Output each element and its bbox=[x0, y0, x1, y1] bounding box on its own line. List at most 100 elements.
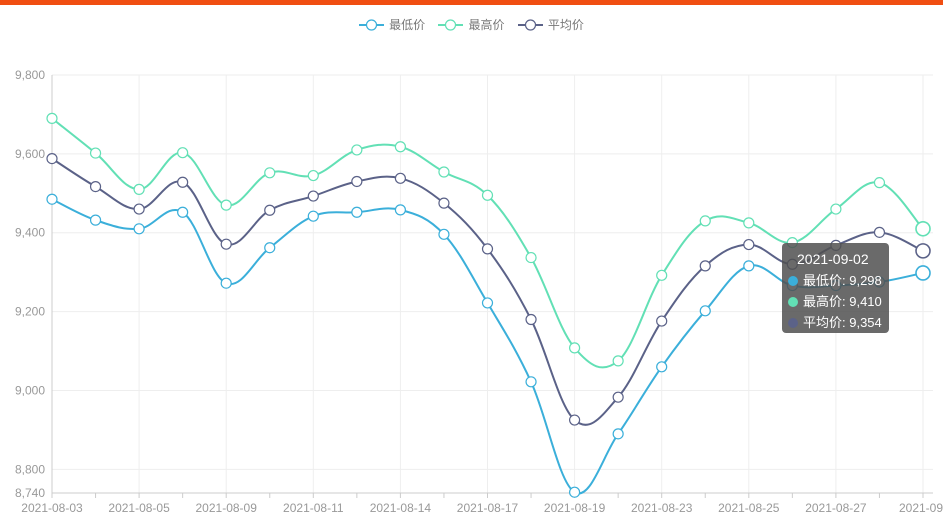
data-point bbox=[699, 305, 711, 317]
x-tick-label: 2021-08-05 bbox=[108, 501, 170, 515]
data-point bbox=[743, 238, 755, 251]
data-point bbox=[873, 226, 886, 238]
data-point bbox=[568, 342, 581, 354]
data-point bbox=[915, 265, 931, 281]
series-line-0 bbox=[51, 198, 924, 495]
y-tick-label: 8,800 bbox=[15, 462, 45, 476]
legend-label-max: 最高价 bbox=[468, 18, 505, 32]
data-point bbox=[307, 190, 319, 202]
y-tick-label: 9,200 bbox=[15, 305, 45, 319]
axis-layer bbox=[51, 75, 933, 498]
data-point bbox=[220, 238, 232, 250]
series-dot-icon bbox=[788, 275, 798, 286]
y-tick-label: 8,740 bbox=[15, 486, 45, 500]
data-point bbox=[481, 297, 494, 309]
data-point bbox=[89, 214, 102, 226]
data-point bbox=[46, 193, 58, 205]
legend-line-circle-icon bbox=[359, 18, 385, 31]
series-line-2 bbox=[51, 157, 924, 426]
data-point bbox=[264, 242, 276, 254]
data-point bbox=[394, 204, 406, 216]
data-point bbox=[915, 243, 931, 259]
legend-item-max[interactable]: 最高价 bbox=[438, 16, 505, 33]
data-point bbox=[438, 197, 450, 209]
data-point bbox=[481, 243, 494, 255]
data-point bbox=[177, 147, 189, 159]
grid-layer bbox=[51, 74, 933, 493]
series-line-1 bbox=[51, 117, 924, 369]
data-point bbox=[481, 189, 494, 201]
data-point bbox=[220, 277, 232, 289]
data-point bbox=[612, 391, 624, 403]
tick-label-layer: 8,740 8,800 9,000 9,200 9,400 9,600 9,800 2021-… bbox=[15, 68, 943, 515]
y-tick-label: 9,800 bbox=[15, 68, 45, 82]
data-point bbox=[394, 141, 406, 153]
data-point bbox=[699, 215, 711, 227]
tooltip-row-avg: 平均价: 9,354 bbox=[788, 312, 889, 333]
tooltip-row-max: 最高价: 9,410 bbox=[788, 291, 889, 312]
data-point bbox=[656, 361, 668, 373]
legend-item-min[interactable]: 最低价 bbox=[359, 16, 425, 33]
legend-line-circle-icon bbox=[438, 18, 464, 31]
data-point bbox=[264, 204, 276, 216]
data-point bbox=[438, 228, 450, 240]
data-point bbox=[351, 144, 363, 156]
tooltip-row-min: 最低价: 9,298 bbox=[788, 270, 889, 291]
x-tick-label: 2021-08-23 bbox=[631, 501, 693, 515]
data-point bbox=[525, 376, 537, 388]
data-point bbox=[133, 223, 145, 235]
x-tick-label: 2021-08-25 bbox=[718, 501, 780, 515]
x-tick-label: 2021-08-19 bbox=[544, 501, 606, 515]
tooltip-value-max: 最高价: 9,410 bbox=[803, 294, 882, 309]
data-point bbox=[743, 260, 755, 272]
y-tick-label: 9,400 bbox=[15, 226, 45, 240]
x-tick-label: 2021-08-11 bbox=[283, 501, 344, 515]
legend-label-avg: 平均价 bbox=[547, 18, 584, 32]
data-point bbox=[699, 260, 711, 272]
data-point bbox=[873, 177, 886, 189]
top-accent-bar bbox=[0, 0, 943, 5]
data-point bbox=[220, 199, 232, 211]
x-tick-label: 2021-08-09 bbox=[196, 501, 258, 515]
x-tick-label: 2021-08-17 bbox=[457, 501, 519, 515]
series-layer bbox=[46, 112, 931, 498]
data-point bbox=[351, 175, 363, 188]
data-point bbox=[525, 251, 537, 264]
series-dot-icon bbox=[788, 296, 798, 307]
series-dot-icon bbox=[788, 317, 798, 328]
data-point bbox=[133, 203, 145, 215]
chart-legend: 最低价 最高价 平均价 bbox=[0, 16, 943, 35]
legend-label-min: 最低价 bbox=[389, 18, 426, 32]
legend-item-avg[interactable]: 平均价 bbox=[517, 16, 584, 33]
data-point bbox=[177, 206, 189, 218]
data-point bbox=[307, 210, 319, 222]
tooltip-value-avg: 平均价: 9,354 bbox=[803, 315, 882, 330]
data-point bbox=[656, 315, 668, 327]
data-tooltip: 2021-09-02 最低价: 9,298 最高价: 9,410 平均价: 9,… bbox=[782, 243, 889, 333]
legend-line-circle-icon bbox=[517, 18, 543, 31]
x-tick-label: 2021-08-03 bbox=[21, 501, 83, 515]
data-point bbox=[307, 169, 319, 182]
y-tick-label: 9,600 bbox=[15, 147, 45, 161]
data-point bbox=[177, 176, 189, 188]
data-point bbox=[438, 166, 450, 178]
x-tick-label: 2021-08-27 bbox=[805, 501, 867, 515]
data-point bbox=[830, 203, 842, 215]
x-tick-label: 2021-09- bbox=[899, 501, 943, 515]
data-point bbox=[743, 217, 755, 229]
tooltip-date: 2021-09-02 bbox=[797, 251, 869, 267]
y-tick-label: 9,000 bbox=[15, 383, 45, 397]
data-point bbox=[656, 269, 668, 281]
data-point bbox=[351, 206, 363, 218]
data-point bbox=[525, 313, 537, 326]
data-point bbox=[89, 180, 102, 193]
data-point bbox=[612, 355, 624, 367]
data-point bbox=[915, 220, 931, 237]
tooltip-value-min: 最低价: 9,298 bbox=[803, 273, 882, 288]
data-point bbox=[89, 147, 102, 159]
data-point bbox=[612, 428, 624, 440]
data-point bbox=[568, 486, 581, 498]
data-point bbox=[46, 112, 58, 124]
x-tick-label: 2021-08-14 bbox=[370, 501, 432, 515]
